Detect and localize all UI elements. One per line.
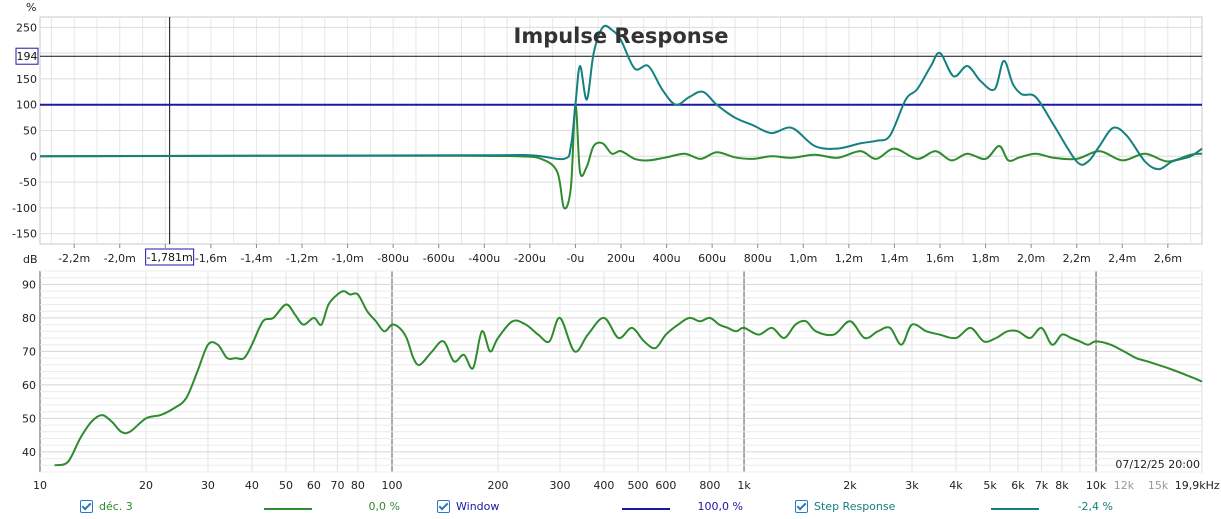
ir-cursor-y-box bbox=[15, 47, 39, 65]
ir-xtick-label: 2,4m bbox=[1108, 252, 1136, 265]
ir-ytick-label: -150 bbox=[12, 228, 37, 241]
fr-xtick-label: 3k bbox=[905, 479, 919, 492]
legend-item-dec3[interactable]: déc. 3 bbox=[80, 500, 133, 513]
ir-xtick-label: -200u bbox=[514, 252, 546, 265]
legend-item-window[interactable]: Window bbox=[437, 500, 499, 513]
charts-area: 250200150100500-50-100-150%-2,2m-2,0m-1,… bbox=[12, 1, 1220, 492]
fr-xtick-label: 4k bbox=[949, 479, 963, 492]
ir-xtick-label: 1,4m bbox=[880, 252, 908, 265]
ir-xtick-label: -800u bbox=[377, 252, 409, 265]
ir-xtick-label: -1,6m bbox=[195, 252, 227, 265]
ir-series-step-response bbox=[39, 24, 1203, 171]
fr-xtick-label: 10 bbox=[33, 479, 47, 492]
ir-xtick-label: 1,2m bbox=[835, 252, 863, 265]
ir-xtick-label: -600u bbox=[423, 252, 455, 265]
fr-xtick-label: 500 bbox=[628, 479, 649, 492]
legend-label-step-response: Step Response bbox=[814, 500, 896, 513]
ir-xtick-label: -400u bbox=[468, 252, 500, 265]
ir-xtick-label: -1,0m bbox=[331, 252, 363, 265]
ir-xtick-label: -0u bbox=[566, 252, 584, 265]
fr-xtick-label: 10k bbox=[1086, 479, 1107, 492]
ir-ytick-label: 150 bbox=[16, 73, 37, 86]
ir-xtick-label: 800u bbox=[744, 252, 772, 265]
fr-ytick-label: 60 bbox=[22, 379, 36, 392]
legend-value-window: 100,0 % bbox=[697, 500, 743, 513]
fr-xtick-label: 70 bbox=[330, 479, 344, 492]
ir-xtick-label: 1,6m bbox=[926, 252, 954, 265]
fr-ytick-label: 70 bbox=[22, 345, 36, 358]
ir-ylabel: % bbox=[26, 1, 36, 14]
ir-xtick-label: 2,6m bbox=[1154, 252, 1182, 265]
ir-ytick-label: -100 bbox=[12, 202, 37, 215]
fr-timestamp: 07/12/25 20:00 bbox=[1115, 458, 1200, 471]
fr-xtick-label: 15k bbox=[1148, 479, 1169, 492]
step-response-checkbox[interactable] bbox=[795, 500, 808, 513]
fr-ylabel: dB bbox=[23, 253, 38, 266]
fr-ytick-label: 80 bbox=[22, 312, 36, 325]
fr-xtick-label: 12k bbox=[1114, 479, 1135, 492]
fr-xtick-label: 400 bbox=[593, 479, 614, 492]
ir-xtick-label: 1,8m bbox=[971, 252, 999, 265]
fr-xtick-label: 800 bbox=[699, 479, 720, 492]
ir-cursor-x-label: -1,781m bbox=[147, 251, 193, 264]
legend-value-dec3: 0,0 % bbox=[368, 500, 400, 513]
fr-xtick-label: 200 bbox=[487, 479, 508, 492]
ir-xtick-label: 400u bbox=[653, 252, 681, 265]
ir-xtick-label: -1,2m bbox=[286, 252, 318, 265]
fr-xtick-label: 5k bbox=[983, 479, 997, 492]
legend-value-step-response: -2,4 % bbox=[1077, 500, 1113, 513]
fr-series-d-c-3 bbox=[54, 290, 1203, 467]
ir-xtick-label: -2,0m bbox=[104, 252, 136, 265]
ir-title: Impulse Response bbox=[514, 24, 729, 48]
ir-ytick-label: 100 bbox=[16, 99, 37, 112]
ir-xtick-label: 600u bbox=[698, 252, 726, 265]
fr-xtick-label: 8k bbox=[1055, 479, 1069, 492]
ir-series-d-c-3 bbox=[39, 103, 1203, 210]
legend-item-step-response[interactable]: Step Response bbox=[795, 500, 895, 513]
legend-swatch-window bbox=[622, 508, 670, 510]
fr-ytick-label: 50 bbox=[22, 412, 36, 425]
fr-xtick-label: 6k bbox=[1011, 479, 1025, 492]
fr-xtick-label: 19,9kHz bbox=[1175, 479, 1220, 492]
fr-xtick-label: 60 bbox=[307, 479, 321, 492]
fr-xtick-label: 600 bbox=[655, 479, 676, 492]
fr-xtick-label: 1k bbox=[737, 479, 751, 492]
fr-xtick-label: 80 bbox=[351, 479, 365, 492]
legend-bar: déc. 3 0,0 % Window 100,0 % Step Respons… bbox=[0, 498, 1221, 518]
fr-xtick-label: 20 bbox=[139, 479, 153, 492]
fr-xtick-label: 7k bbox=[1035, 479, 1049, 492]
ir-xtick-label: 2,2m bbox=[1063, 252, 1091, 265]
ir-xtick-label: 2,0m bbox=[1017, 252, 1045, 265]
legend-swatch-dec3 bbox=[264, 508, 312, 510]
fr-xtick-label: 300 bbox=[549, 479, 570, 492]
ir-ytick-label: 50 bbox=[23, 125, 37, 138]
ir-ytick-label: -50 bbox=[19, 176, 37, 189]
fr-xtick-label: 2k bbox=[843, 479, 857, 492]
legend-label-dec3: déc. 3 bbox=[99, 500, 133, 513]
dec3-checkbox[interactable] bbox=[80, 500, 93, 513]
ir-xtick-label: 1,0m bbox=[789, 252, 817, 265]
ir-xtick-label: -1,4m bbox=[240, 252, 272, 265]
fr-ytick-label: 90 bbox=[22, 278, 36, 291]
fr-ytick-label: 40 bbox=[22, 446, 36, 459]
fr-xtick-label: 30 bbox=[201, 479, 215, 492]
ir-xtick-label: 200u bbox=[607, 252, 635, 265]
legend-swatch-step-response bbox=[991, 508, 1039, 510]
fr-xtick-label: 40 bbox=[245, 479, 259, 492]
ir-cursor-y-label: 194 bbox=[17, 50, 38, 63]
ir-xtick-label: -2,2m bbox=[58, 252, 90, 265]
fr-xtick-label: 100 bbox=[382, 479, 403, 492]
ir-cursor-x-box bbox=[145, 248, 195, 266]
fr-xtick-label: 50 bbox=[279, 479, 293, 492]
ir-ytick-label: 250 bbox=[16, 21, 37, 34]
legend-label-window: Window bbox=[456, 500, 500, 513]
ir-ytick-label: 0 bbox=[30, 150, 37, 163]
window-checkbox[interactable] bbox=[437, 500, 450, 513]
